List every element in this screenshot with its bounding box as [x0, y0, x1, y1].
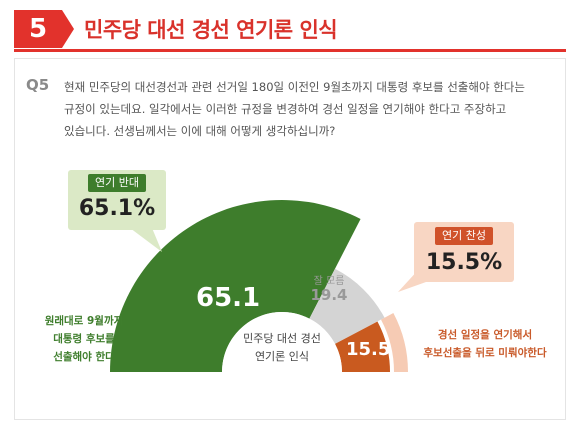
oppose-slice: [110, 200, 361, 372]
section-header: 5 민주당 대선 경선 연기론 인식: [14, 8, 566, 52]
nr-value: 19.4: [310, 286, 348, 304]
support-desc-line: 후보선출을 뒤로 미뤄야한다: [423, 347, 547, 359]
question-box: [14, 58, 566, 420]
oppose-desc-line: 대통령 후보를: [53, 333, 115, 345]
oppose-tag: 연기 반대: [88, 174, 146, 192]
oppose-desc-line: 선출해야 한다: [53, 351, 115, 363]
green-callout-pointer: [130, 228, 162, 252]
header-rule: [14, 49, 566, 52]
oppose-slice-value: 65.1: [196, 283, 260, 313]
donut-hole: [222, 312, 342, 372]
nr-label: 잘 모름: [313, 276, 345, 287]
section-number: 5: [14, 10, 74, 48]
support-callout: 연기 찬성 15.5%: [414, 222, 514, 282]
support-tag: 연기 찬성: [435, 227, 493, 245]
nr-slice: [309, 268, 385, 344]
section-title: 민주당 대선 경선 연기론 인식: [84, 18, 338, 42]
oppose-percent: 65.1%: [78, 196, 156, 221]
chart-center-label: 민주당 대선 경선 연기론 인식: [232, 330, 332, 366]
center-label-line: 민주당 대선 경선: [243, 332, 321, 345]
support-slice-rim: [380, 313, 408, 372]
oppose-description: 원래대로 9월까지 대통령 후보를 선출해야 한다: [36, 312, 132, 366]
support-slice: [335, 321, 390, 372]
question-line: 현재 민주당의 대선경선과 관련 선거일 180일 이전인 9월초까지 대통령 …: [64, 80, 525, 94]
question-line: 있습니다. 선생님께서는 이에 대해 어떻게 생각하십니까?: [64, 124, 336, 138]
question-line: 규정이 있는데요. 일각에서는 이러한 규정을 변경하여 경선 일정을 연기해야…: [64, 102, 507, 116]
support-description: 경선 일정을 연기해서 후보선출을 뒤로 미뤄야한다: [420, 326, 550, 362]
center-label-line: 연기론 인식: [254, 350, 310, 363]
question-label: Q5: [26, 76, 50, 94]
oppose-desc-line: 원래대로 9월까지: [44, 315, 124, 327]
support-percent: 15.5%: [425, 250, 503, 275]
support-slice-value: 15.5: [346, 339, 390, 360]
support-desc-line: 경선 일정을 연기해서: [437, 329, 533, 341]
question-text: 현재 민주당의 대선경선과 관련 선거일 180일 이전인 9월초까지 대통령 …: [64, 76, 534, 142]
oppose-callout: 연기 반대 65.1%: [68, 170, 166, 230]
